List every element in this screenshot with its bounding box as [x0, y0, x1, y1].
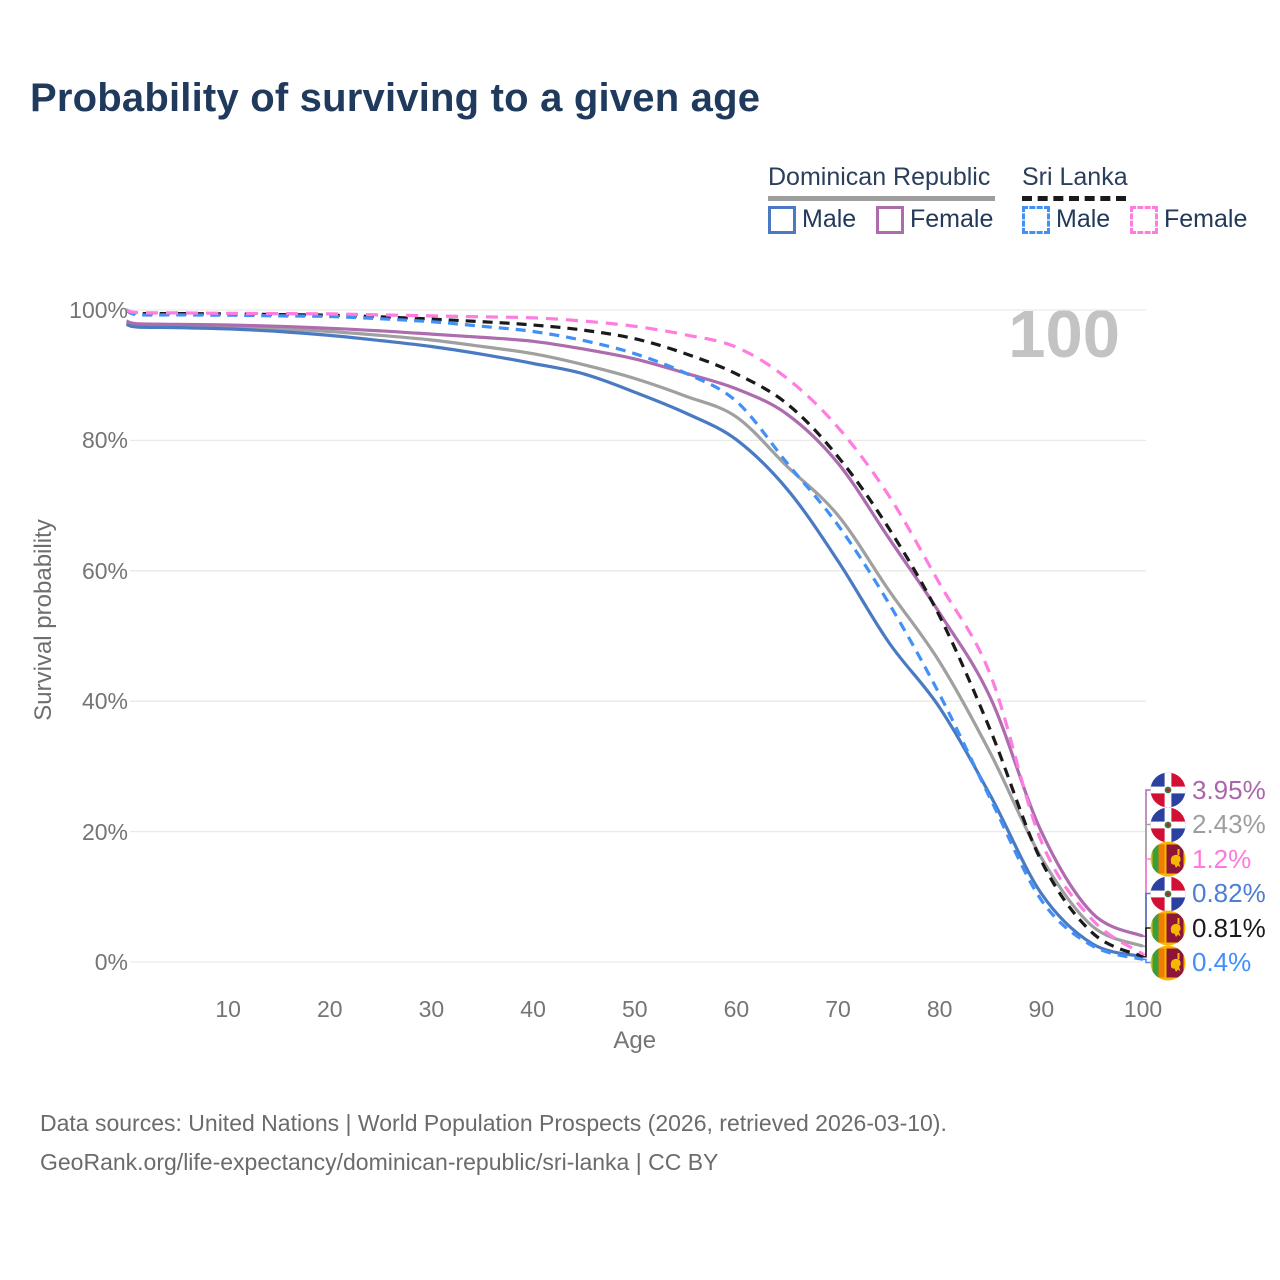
- line-sri-lanka-both: [125, 308, 1144, 959]
- x-tick-20: 20: [317, 996, 343, 1022]
- dominican-republic-flag-icon: [1150, 876, 1186, 911]
- legend-item-label: Male: [802, 205, 857, 233]
- dominican-republic-flag-icon: [1150, 807, 1186, 842]
- end-label-dominican-republic-female: 3.95%: [1150, 772, 1266, 809]
- end-label-connector: [1143, 927, 1151, 958]
- end-label-value: 2.43%: [1192, 809, 1266, 839]
- line-sri-lanka-male: [125, 308, 1144, 961]
- x-tick-30: 30: [418, 996, 445, 1022]
- data-source-line: Data sources: United Nations | World Pop…: [40, 1110, 947, 1136]
- y-tick-40%: 40%: [81, 688, 128, 715]
- line-dominican-republic-both: [125, 321, 1144, 948]
- line-dominican-republic-male: [125, 322, 1144, 959]
- x-tick-40: 40: [520, 996, 546, 1022]
- y-tick-100%: 100%: [69, 297, 128, 323]
- dominican-republic-flag-icon: [1150, 772, 1186, 808]
- x-tick-10: 10: [215, 996, 241, 1022]
- sri-lanka-flag-icon: [1150, 945, 1186, 980]
- legend: Dominican Republic Sri Lanka Male Female…: [0, 163, 1280, 243]
- end-label-connector: [1143, 958, 1151, 964]
- x-tick-100: 100: [1123, 996, 1163, 1022]
- legend-item-sl-female[interactable]: Female: [1130, 205, 1247, 234]
- y-tick-0%: 0%: [94, 949, 128, 975]
- end-label-sri-lanka-female: 1.2%: [1150, 841, 1251, 878]
- attribution-line: GeoRank.org/life-expectancy/dominican-re…: [40, 1149, 719, 1175]
- x-tick-60: 60: [723, 996, 750, 1022]
- legend-group-dominican-republic[interactable]: Dominican Republic: [768, 163, 991, 191]
- end-label-sri-lanka-both: 0.81%: [1150, 910, 1266, 947]
- end-label-dominican-republic-male: 0.82%: [1150, 875, 1266, 912]
- y-tick-60%: 60%: [81, 557, 128, 584]
- x-axis-title: Age: [613, 1027, 657, 1054]
- legend-item-dr-male[interactable]: Male: [768, 205, 856, 234]
- legend-item-dr-female[interactable]: Female: [876, 205, 993, 234]
- legend-item-label: Male: [1056, 205, 1111, 233]
- legend-item-label: Female: [1164, 205, 1248, 233]
- end-label-value: 3.95%: [1192, 774, 1266, 805]
- x-tick-90: 90: [1028, 996, 1055, 1022]
- dr-female-swatch-icon: [876, 205, 904, 234]
- y-tick-80%: 80%: [81, 427, 128, 454]
- legend-underline-dashed: [1022, 196, 1126, 201]
- legend-item-sl-male[interactable]: Male: [1022, 205, 1110, 234]
- dr-male-swatch-icon: [768, 205, 796, 234]
- sri-lanka-flag-icon: [1150, 841, 1186, 877]
- legend-underline-solid: [768, 196, 995, 201]
- end-label-dominican-republic-both: 2.43%: [1150, 806, 1266, 843]
- end-label-value: 1.2%: [1192, 843, 1252, 874]
- line-sri-lanka-female: [125, 308, 1144, 956]
- end-label-sri-lanka-male: 0.4%: [1150, 944, 1251, 981]
- line-dominican-republic-female: [125, 319, 1144, 938]
- sri-lanka-flag-icon: [1150, 910, 1186, 946]
- x-tick-80: 80: [926, 996, 953, 1022]
- page-title: Probability of surviving to a given age: [30, 76, 761, 120]
- end-label-value: 0.81%: [1192, 912, 1266, 943]
- x-tick-50: 50: [621, 996, 648, 1022]
- legend-item-label: Female: [910, 205, 994, 233]
- x-tick-70: 70: [825, 996, 851, 1022]
- sl-male-swatch-icon: [1022, 205, 1050, 234]
- end-label-value: 0.4%: [1192, 947, 1252, 977]
- end-label-value: 0.82%: [1192, 878, 1266, 908]
- legend-group-sri-lanka[interactable]: Sri Lanka: [1022, 163, 1128, 191]
- y-tick-20%: 20%: [81, 818, 128, 845]
- sl-female-swatch-icon: [1130, 205, 1158, 234]
- y-axis-title: Survival probability: [30, 519, 57, 721]
